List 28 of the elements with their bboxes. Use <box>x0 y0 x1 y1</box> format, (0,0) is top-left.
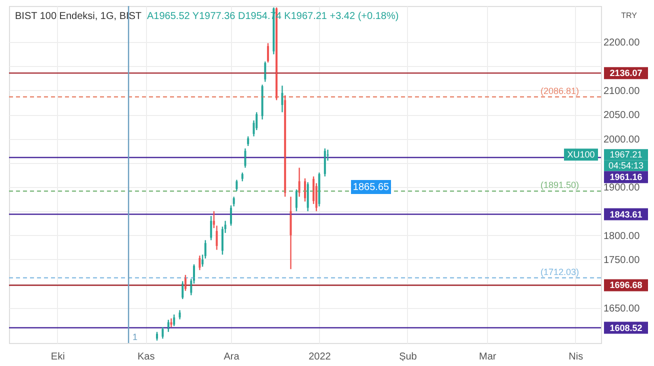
y-tick-label: 2200.00 <box>604 38 640 49</box>
ref-line-label: (2086.81) <box>540 86 579 96</box>
legend-label: XU100 <box>567 150 595 160</box>
x-tick-label: 2022 <box>308 352 332 362</box>
x-tick-label: Nis <box>568 352 584 362</box>
x-tick-label: Eki <box>50 352 65 362</box>
text: 04:54:13 <box>608 160 644 171</box>
y-tick-label: 1750.00 <box>604 254 640 266</box>
y-tick-label: 1900.00 <box>604 182 640 194</box>
annotation: 1865.65 <box>352 182 390 193</box>
text: 1967.21 <box>610 150 642 160</box>
ref-line-label: 1 <box>132 332 138 342</box>
ref-line-label: 1961.16 <box>610 172 642 182</box>
text: TRY <box>621 11 638 20</box>
ref-line-label: 1608.52 <box>610 322 642 333</box>
ref-line-label: (1891.50) <box>540 180 579 190</box>
ref-line-label: 1843.61 <box>610 209 642 220</box>
ref-line-label: (1712.03) <box>540 266 579 277</box>
y-tick-label: 1800.00 <box>604 230 640 242</box>
x-tick-label: Ara <box>224 352 240 362</box>
x-tick-label: Mar <box>479 352 497 362</box>
y-tick-label: 1650.00 <box>604 303 640 314</box>
ref-line-label: 1696.68 <box>610 280 642 290</box>
y-tick-label: 2000.00 <box>604 134 640 146</box>
y-tick-label: 2050.00 <box>604 110 640 122</box>
y-tick-label: 2100.00 <box>604 86 640 97</box>
x-tick-label: Kas <box>138 352 155 362</box>
ref-line-label: 2136.07 <box>610 68 642 78</box>
